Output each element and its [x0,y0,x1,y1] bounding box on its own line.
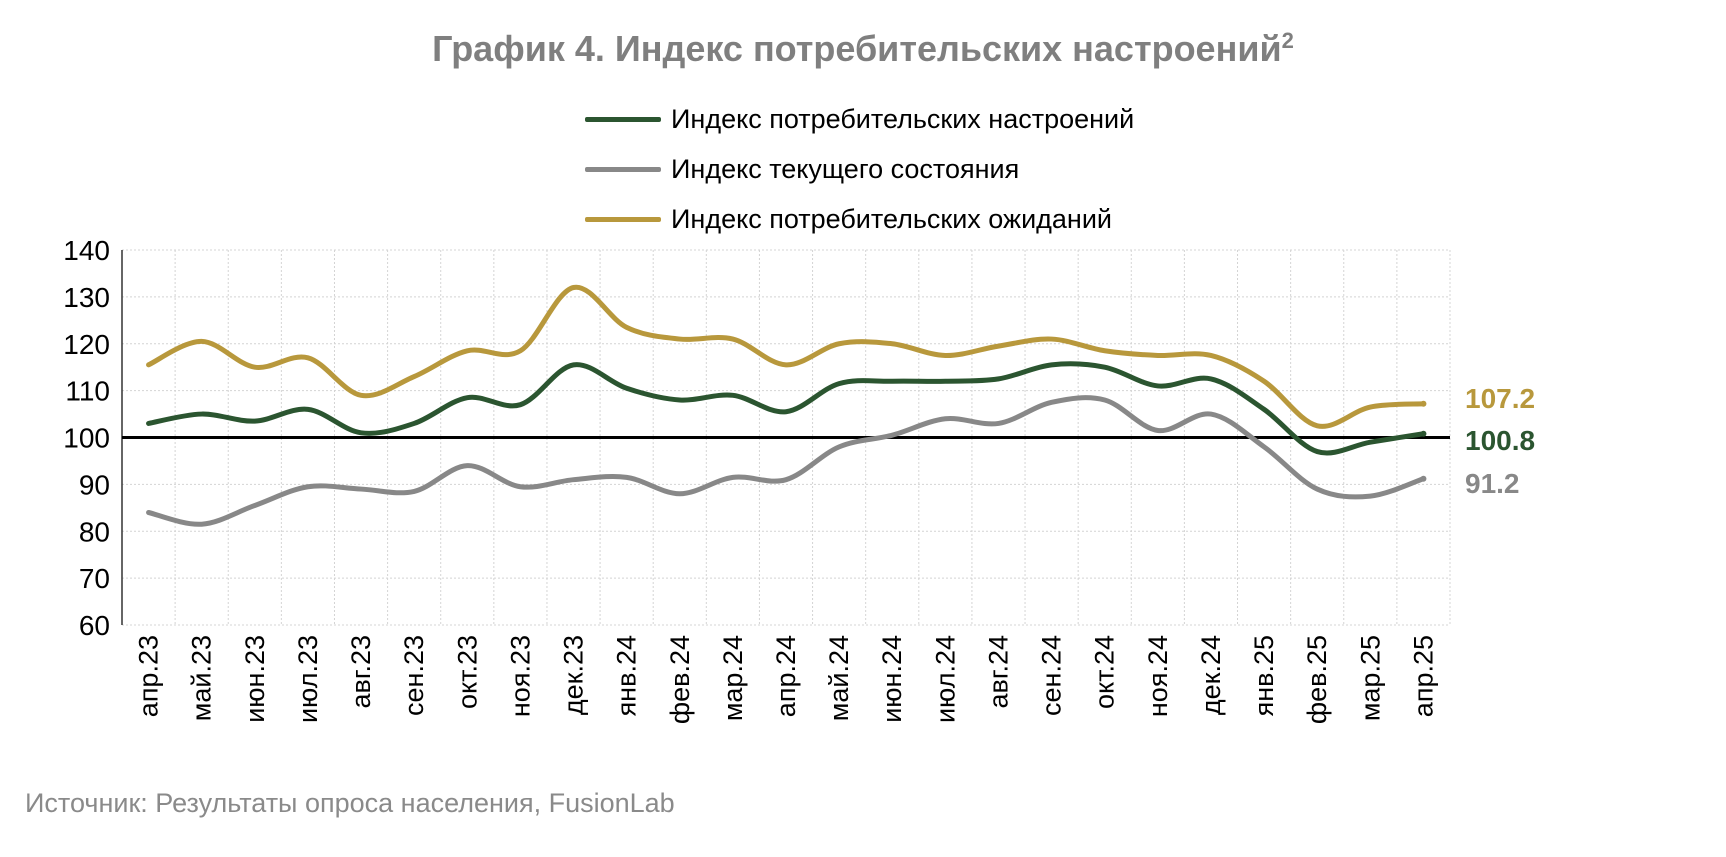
x-tick-label: май.24 [824,635,854,721]
end-label-sentiment: 100.8 [1465,425,1535,456]
legend-label-expectations: Индекс потребительских ожиданий [671,203,1112,234]
x-tick-label: мар.24 [718,635,748,721]
x-tick-label: окт.24 [1090,635,1120,709]
x-tick-label: апр.24 [771,635,801,717]
legend-item-expectations: Индекс потребительских ожиданий [585,194,1134,244]
x-tick-label: фев.25 [1302,635,1332,724]
x-tick-label: фев.24 [665,635,695,724]
x-tick-label: ноя.24 [1143,635,1173,717]
x-tick-label: июл.24 [930,635,960,723]
series-end-point-current [1420,475,1427,482]
x-tick-label: дек.23 [559,635,589,715]
series-line-expectations [146,284,1426,429]
legend: Индекс потребительских настроений Индекс… [585,94,1134,244]
chart-title: График 4. Индекс потребительских настрое… [432,28,1294,69]
x-tick-label: июн.24 [877,635,907,723]
x-tick-label: авг.23 [346,635,376,708]
legend-label-sentiment: Индекс потребительских настроений [671,103,1135,134]
legend-label-current: Индекс текущего состояния [671,153,1020,184]
x-tick-label: сен.23 [399,635,429,716]
series-end-point-expectations [1420,400,1427,407]
x-tick-label: дек.24 [1196,635,1226,715]
x-tick-label: янв.25 [1249,635,1279,716]
legend-item-sentiment: Индекс потребительских настроений [585,94,1134,144]
y-tick-label: 130 [63,282,110,313]
x-tick-label: апр.23 [134,635,164,717]
series-line-sentiment [146,361,1426,456]
source-note: Источник: Результаты опроса населения, F… [25,788,675,818]
end-label-current: 91.2 [1465,468,1520,499]
y-tick-label: 100 [63,423,110,454]
legend-item-current: Индекс текущего состояния [585,144,1134,194]
x-tick-label: июл.23 [293,635,323,723]
y-tick-label: 60 [79,610,110,641]
x-tick-label: сен.24 [1037,635,1067,716]
y-tick-label: 140 [63,235,110,266]
x-tick-label: янв.24 [612,635,642,716]
y-tick-label: 110 [65,376,110,407]
x-tick-label: май.23 [187,635,217,721]
y-tick-label: 70 [79,563,110,594]
x-tick-label: апр.25 [1408,635,1438,717]
y-tick-label: 120 [63,329,110,360]
legend-swatch-sentiment [585,116,661,122]
end-label-expectations: 107.2 [1465,383,1535,414]
x-tick-label: авг.24 [983,635,1013,708]
legend-swatch-current [585,166,661,172]
y-tick-label: 80 [79,516,110,547]
x-tick-label: окт.23 [452,635,482,709]
legend-swatch-expectations [585,216,661,222]
x-tick-label: ноя.23 [505,635,535,717]
series-end-point-sentiment [1420,430,1427,437]
x-tick-label: июн.23 [240,635,270,723]
x-tick-label: мар.25 [1355,635,1385,721]
y-tick-label: 90 [79,469,110,500]
series-line-current [146,395,1426,527]
